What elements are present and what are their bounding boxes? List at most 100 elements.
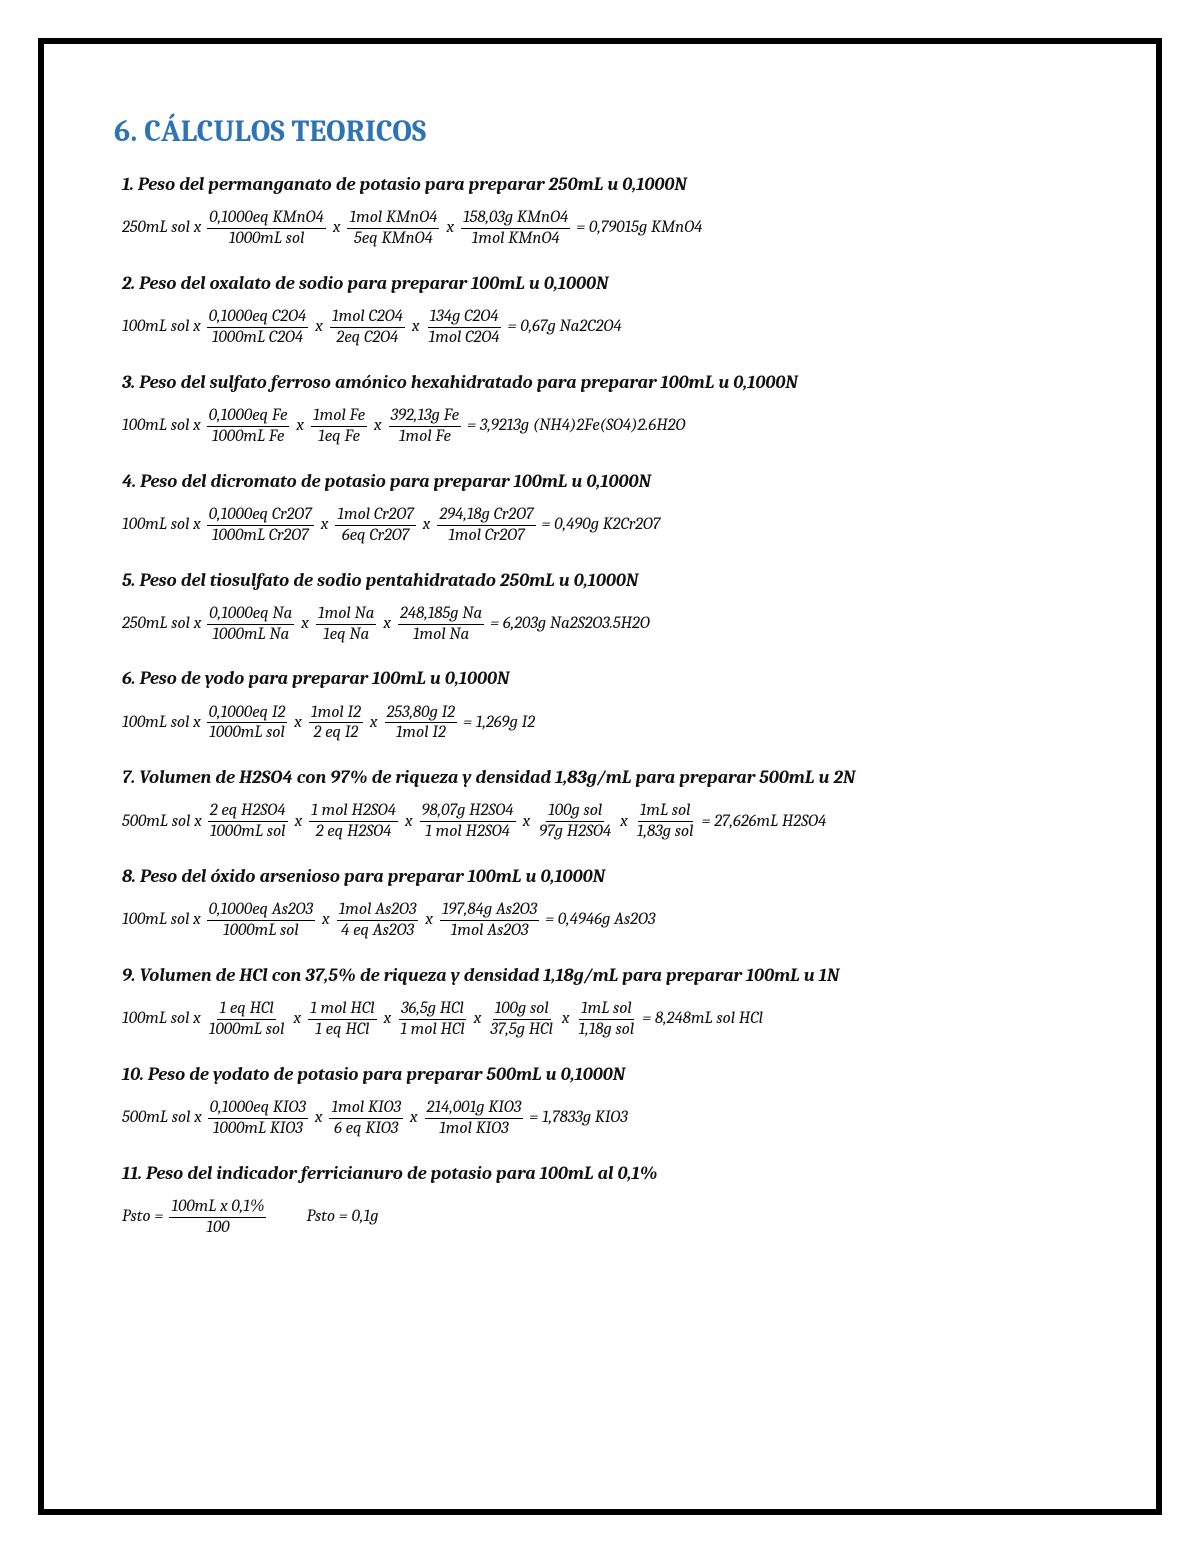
fraction-denominator: 1 eq HCl xyxy=(313,1020,371,1039)
fraction-denominator: 1000mL Cr2O7 xyxy=(210,526,311,545)
fraction-denominator: 2eq C2O4 xyxy=(334,328,400,347)
times-sign: x xyxy=(522,812,532,832)
fraction-numerator: 253,80g I2 xyxy=(385,704,457,724)
times-sign: x xyxy=(561,1009,571,1029)
fraction-numerator: 1mol I2 xyxy=(309,704,363,724)
fraction-numerator: 1mol KIO3 xyxy=(329,1099,403,1119)
page: 6. CÁLCULOS TEORICOS 1. Peso del permang… xyxy=(0,0,1200,1553)
fraction-denominator: 1mol KMnO4 xyxy=(470,229,562,248)
fraction: 1mol As2O34 eq As2O3 xyxy=(337,901,419,940)
fraction-denominator: 1000mL sol xyxy=(221,921,301,940)
fraction: 36,5g HCl1 mol HCl xyxy=(398,1000,467,1039)
fraction-denominator: 1mol I2 xyxy=(394,723,448,742)
equation-result: = 1,7833g KIO3 xyxy=(529,1108,628,1128)
calc-title: 11. Peso del indicador ferricianuro de p… xyxy=(122,1162,1086,1184)
fraction-denominator: 1mol Fe xyxy=(397,427,453,446)
times-sign: x xyxy=(293,713,303,733)
equation-lead: 100mL sol x xyxy=(122,416,201,436)
fraction-denominator: 6eq Cr2O7 xyxy=(340,526,411,545)
fraction-numerator: 0,1000eq Cr2O7 xyxy=(207,506,314,526)
equation-lhs: Psto =100mL x 0,1%100 xyxy=(122,1198,266,1237)
fraction-numerator: 0,1000eq Na xyxy=(207,605,294,625)
fraction-denominator: 1000mL C2O4 xyxy=(210,328,305,347)
calc-equation: 500mL sol x2 eq H2SO41000mL solx1 mol H2… xyxy=(122,802,1086,841)
fraction-denominator: 5eq KMnO4 xyxy=(352,229,435,248)
times-sign: x xyxy=(473,1009,483,1029)
fraction: 1mol KIO36 eq KIO3 xyxy=(329,1099,403,1138)
fraction-denominator: 97g H2SO4 xyxy=(537,822,613,841)
times-sign: x xyxy=(445,218,455,238)
times-sign: x xyxy=(314,1108,324,1128)
fraction-numerator: 100g sol xyxy=(546,802,604,822)
times-sign: x xyxy=(300,614,310,634)
calc-equation: 100mL sol x 0,1000eq I21000mL solx 1mol I2… xyxy=(122,704,1086,743)
fraction-numerator: 1mol KMnO4 xyxy=(347,209,439,229)
times-sign: x xyxy=(321,910,331,930)
calc-equation: 500mL sol x0,1000eq KIO31000mL KIO3x1mol… xyxy=(122,1099,1086,1138)
fraction-denominator: 1,18g sol xyxy=(577,1020,637,1039)
fraction-numerator: 294,18g Cr2O7 xyxy=(437,506,535,526)
times-sign: x xyxy=(424,910,434,930)
fraction: 1mol Fe1eq Fe xyxy=(311,407,367,446)
fraction-numerator: 1 mol HCl xyxy=(308,1000,377,1020)
fraction: 2 eq H2SO41000mL sol xyxy=(208,802,288,841)
fraction: 100g sol37,5g HCl xyxy=(488,1000,555,1039)
fraction: 1 mol H2SO42 eq H2SO4 xyxy=(309,802,398,841)
fraction-numerator: 1mol Cr2O7 xyxy=(335,506,415,526)
calc-title: 8. Peso del óxido arsenioso para prepara… xyxy=(122,865,1086,887)
equation-lead: 250mL sol x xyxy=(122,218,201,238)
equation-lead: 100mL sol x xyxy=(122,713,201,733)
fraction: 98,07g H2SO41 mol H2SO4 xyxy=(420,802,516,841)
equation-lead: 500mL sol x xyxy=(122,1108,202,1128)
fraction-numerator: 0,1000eq C2O4 xyxy=(207,308,309,328)
calc-title: 7. Volumen de H2SO4 con 97% de riqueza y… xyxy=(122,766,1086,788)
fraction-numerator: 248,185g Na xyxy=(398,605,484,625)
fraction-denominator: 1000mL sol xyxy=(207,1020,287,1039)
fraction: 158,03g KMnO41mol KMnO4 xyxy=(461,209,570,248)
section-title: 6. CÁLCULOS TEORICOS xyxy=(114,114,1086,149)
times-sign: x xyxy=(295,416,305,436)
calc-title: 10. Peso de yodato de potasio para prepa… xyxy=(122,1063,1086,1085)
fraction: 134g C2O41mol C2O4 xyxy=(427,308,502,347)
fraction-denominator: 1mol Cr2O7 xyxy=(446,526,526,545)
fraction: 0,1000eq Cr2O71000mL Cr2O7 xyxy=(207,506,314,545)
equation-result: = 3,9213g (NH4)2Fe(SO4)2.6H2O xyxy=(467,416,685,436)
fraction-denominator: 37,5g HCl xyxy=(488,1020,555,1039)
page-frame: 6. CÁLCULOS TEORICOS 1. Peso del permang… xyxy=(38,38,1162,1515)
fraction-denominator: 1000mL sol xyxy=(207,723,287,742)
fraction: 1mL sol1,83g sol xyxy=(635,802,696,841)
fraction-numerator: 158,03g KMnO4 xyxy=(461,209,570,229)
fraction: 0,1000eq C2O41000mL C2O4 xyxy=(207,308,309,347)
fraction-denominator: 1000mL sol xyxy=(208,822,288,841)
calc-title: 5. Peso del tiosulfato de sodio pentahid… xyxy=(122,569,1086,591)
psto-label: Psto = xyxy=(122,1207,163,1227)
times-sign: x xyxy=(320,515,330,535)
fraction-numerator: 1mol As2O3 xyxy=(337,901,419,921)
fraction-numerator: 98,07g H2SO4 xyxy=(420,802,516,822)
times-sign: x xyxy=(383,1009,393,1029)
calc-title: 2. Peso del oxalato de sodio para prepar… xyxy=(122,272,1086,294)
fraction: 0,1000eq Na1000mL Na xyxy=(207,605,294,644)
content-area: 1. Peso del permanganato de potasio para… xyxy=(114,173,1086,1237)
fraction-denominator: 1mol As2O3 xyxy=(449,921,531,940)
calc-equation: Psto =100mL x 0,1%100Psto = 0,1g xyxy=(122,1198,1086,1237)
equation-result: = 27,626mL H2SO4 xyxy=(701,812,826,832)
fraction-denominator: 1mol C2O4 xyxy=(427,328,502,347)
fraction: 0,1000eq I21000mL sol xyxy=(207,704,288,743)
calc-equation: 250mL sol x0,1000eq KMnO41000mL solx1mol… xyxy=(122,209,1086,248)
fraction-numerator: 36,5g HCl xyxy=(399,1000,466,1020)
fraction-numerator: 1mol C2O4 xyxy=(330,308,405,328)
fraction-denominator: 1eq Fe xyxy=(316,427,362,446)
times-sign: x xyxy=(292,1009,302,1029)
equation-result: = 0,490g K2Cr2O7 xyxy=(542,515,661,535)
calc-equation: 250mL sol x0,1000eq Na1000mL Nax1mol Na1… xyxy=(122,605,1086,644)
fraction: 100g sol97g H2SO4 xyxy=(537,802,613,841)
fraction-numerator: 100g sol xyxy=(493,1000,551,1020)
equation-result: = 6,203g Na2S2O3.5H2O xyxy=(490,614,650,634)
fraction-denominator: 1,83g sol xyxy=(635,822,696,841)
calc-equation: 100mL sol x0,1000eq As2O31000mL solx1mol… xyxy=(122,901,1086,940)
fraction: 1 mol HCl1 eq HCl xyxy=(308,1000,377,1039)
fraction: 0,1000eq As2O31000mL sol xyxy=(207,901,315,940)
fraction-numerator: 0,1000eq KMnO4 xyxy=(207,209,326,229)
fraction-numerator: 0,1000eq As2O3 xyxy=(207,901,315,921)
